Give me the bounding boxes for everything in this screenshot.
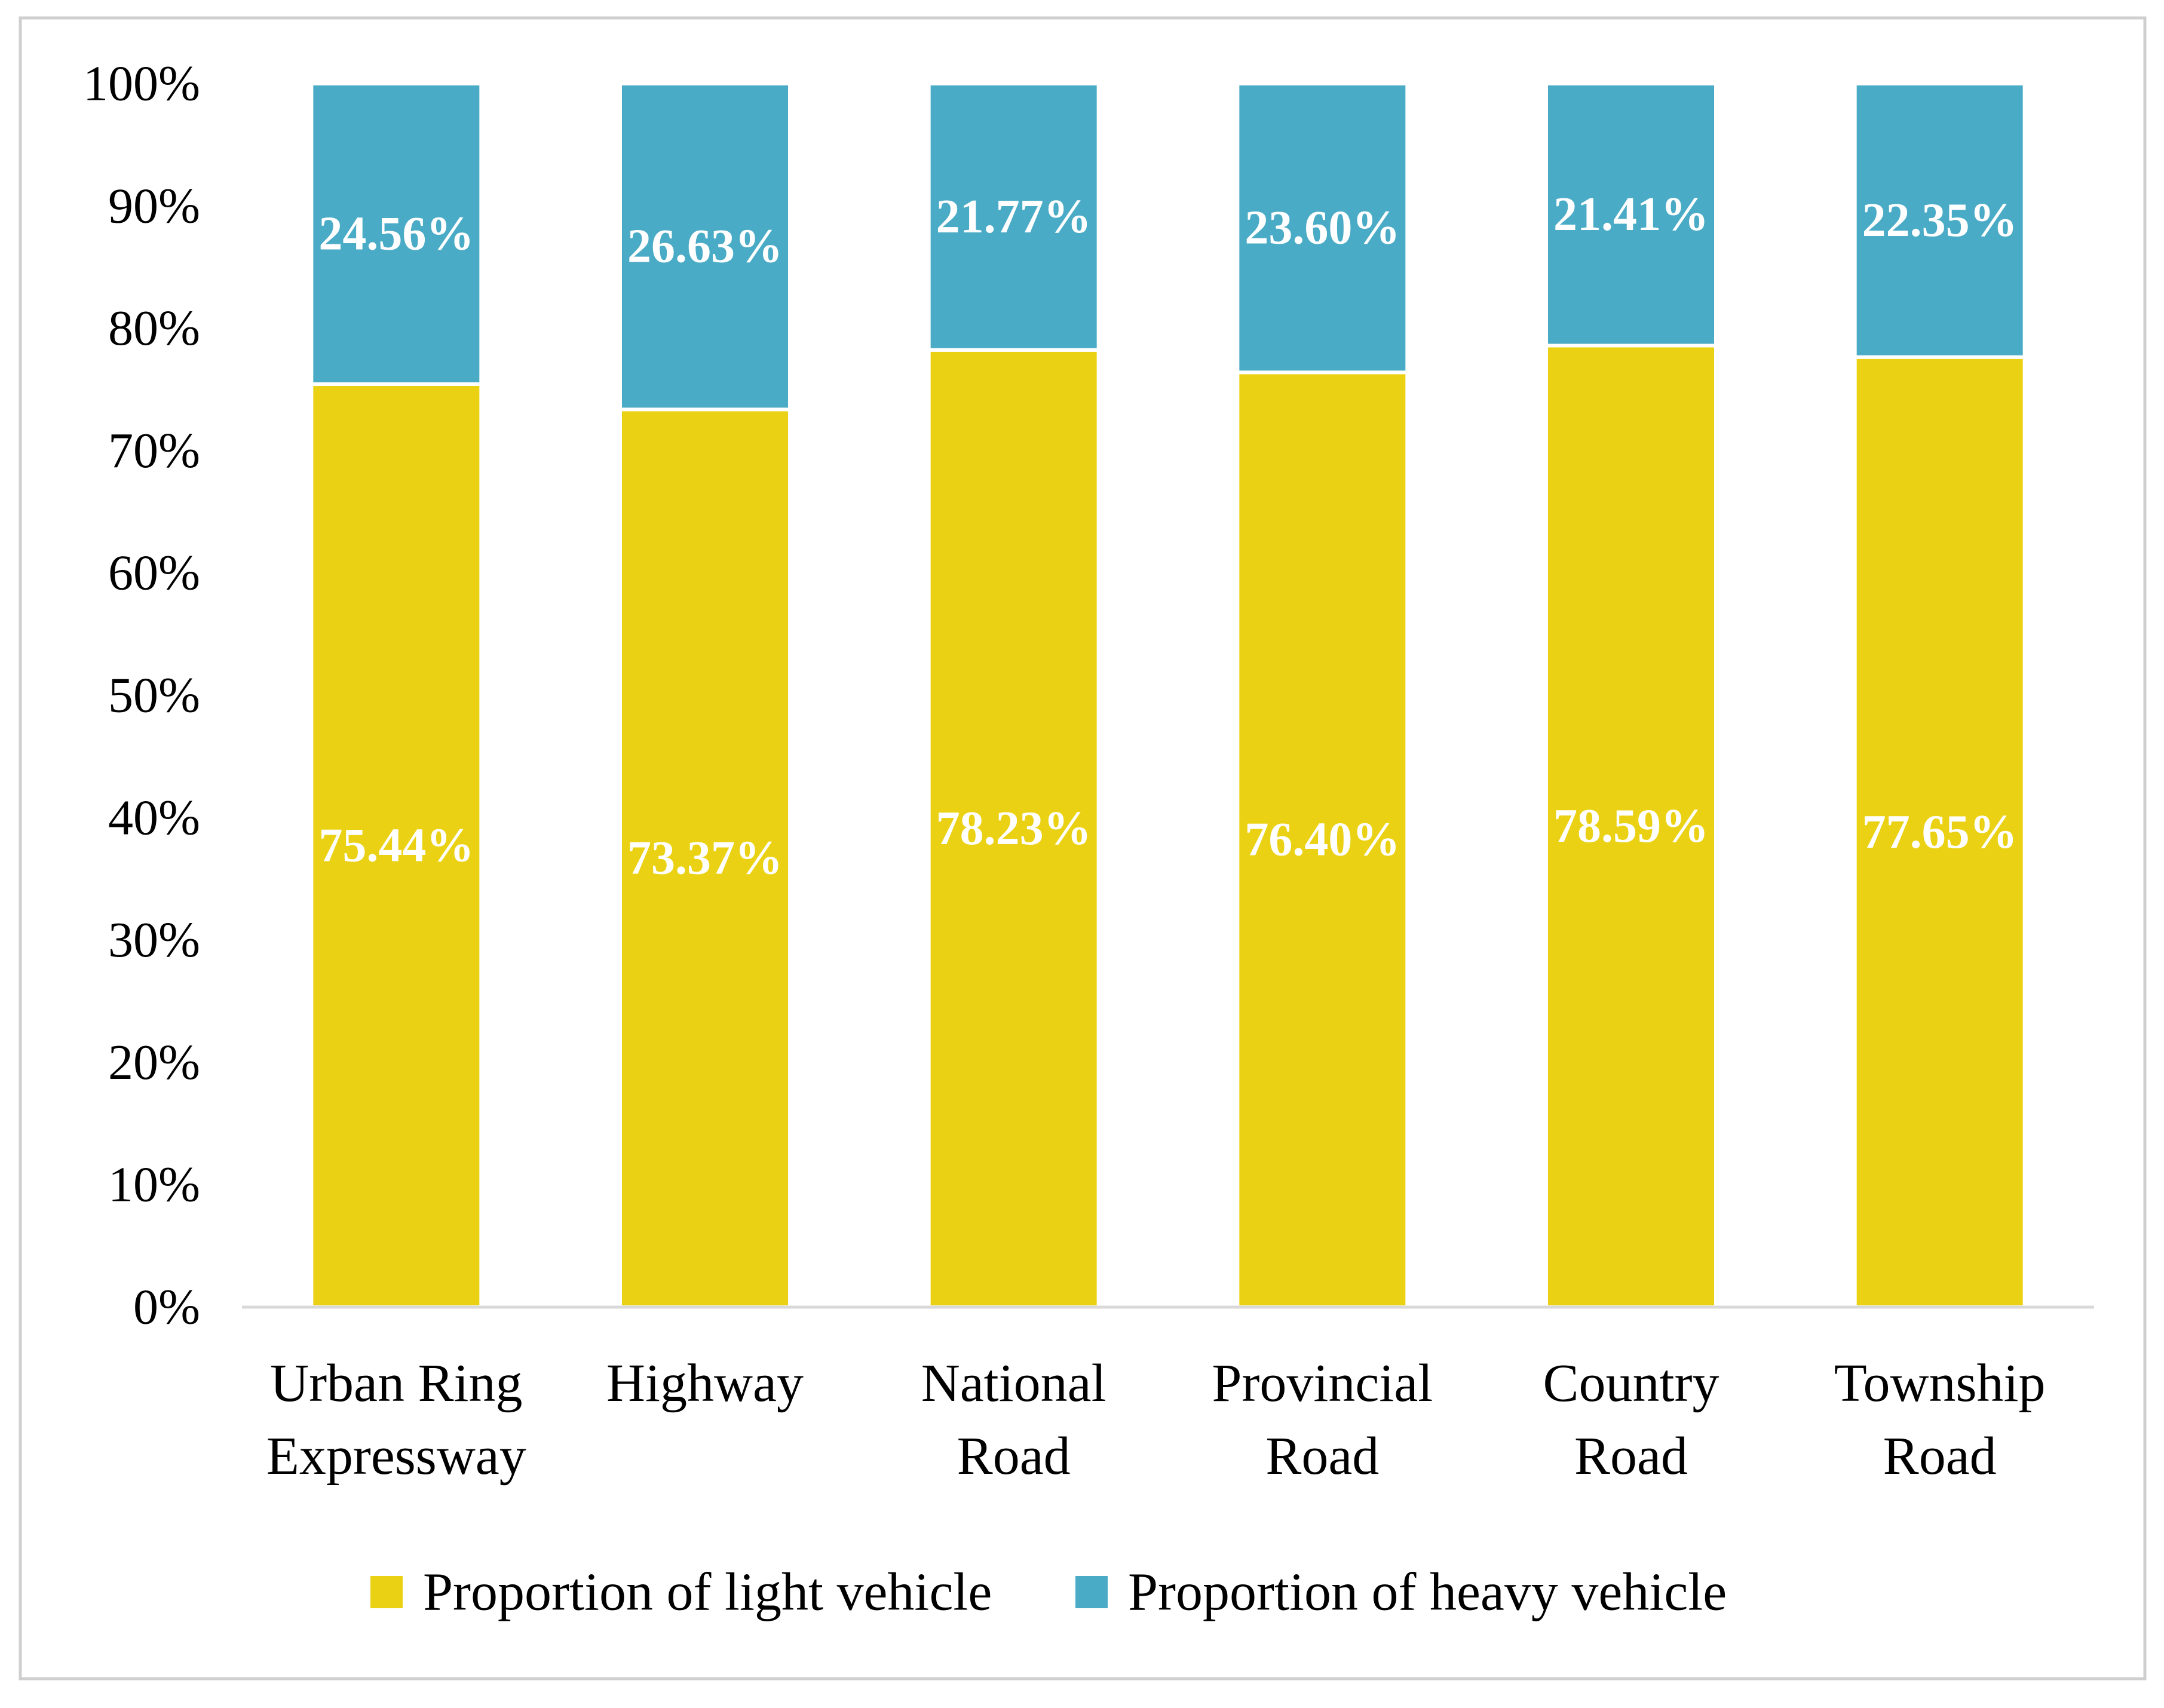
bar-light-vehicle: [1853, 355, 2027, 1309]
data-label: 78.23%: [936, 802, 1092, 855]
legend-swatch: [1075, 1576, 1108, 1608]
y-tick-label: 50%: [108, 668, 200, 723]
y-tick-label: 40%: [108, 790, 200, 845]
legend-label: Proportion of heavy vehicle: [1128, 1563, 1727, 1622]
bar-heavy-vehicle: [618, 82, 792, 412]
data-label: 76.40%: [1245, 814, 1400, 866]
data-label: 75.44%: [318, 819, 474, 872]
category-label: Urban Ring Expressway: [266, 1354, 526, 1486]
y-tick-label: 70%: [108, 423, 200, 479]
data-label: 22.35%: [1862, 194, 2018, 247]
category-label-line: Expressway: [266, 1427, 526, 1486]
bar-heavy-vehicle: [1853, 82, 2027, 359]
y-tick-label: 20%: [108, 1035, 200, 1090]
category-label: Country Road: [1543, 1354, 1719, 1486]
y-tick-label: 60%: [108, 545, 200, 601]
category-label-line: Road: [957, 1427, 1071, 1486]
data-label: 78.59%: [1553, 800, 1709, 853]
legend: Proportion of light vehicle Proportion of…: [370, 1563, 1727, 1622]
data-label: 21.41%: [1553, 188, 1709, 241]
bar-light-vehicle: [309, 382, 483, 1309]
legend-swatch: [370, 1576, 403, 1608]
y-tick-label: 10%: [108, 1157, 200, 1213]
category-label-line: Urban Ring: [270, 1354, 522, 1413]
category-label-line: Road: [1574, 1427, 1688, 1486]
bar-light-vehicle: [1544, 344, 1718, 1309]
data-label: 77.65%: [1862, 806, 2018, 858]
y-tick-label: 100%: [83, 56, 200, 112]
category-label: Township Road: [1834, 1354, 2046, 1486]
data-label: 73.37%: [627, 832, 783, 885]
bars-group: 75.44% 24.56% 73.37% 26.63% 78.23% 21.77% 76.4…: [309, 82, 2027, 1309]
category-label-line: Township: [1834, 1354, 2046, 1413]
data-label: 26.63%: [627, 220, 783, 273]
bar-heavy-vehicle: [1544, 82, 1718, 348]
category-label: Highway: [606, 1354, 804, 1413]
legend-label: Proportion of light vehicle: [423, 1563, 992, 1622]
data-label: 23.60%: [1245, 202, 1400, 254]
y-axis: 0% 10% 20% 30% 40% 50% 60% 70% 80% 90% 100%: [83, 56, 200, 1335]
bar-light-vehicle: [1236, 370, 1409, 1309]
category-label-line: Highway: [606, 1354, 804, 1413]
bar-heavy-vehicle: [927, 82, 1101, 352]
y-tick-label: 80%: [108, 300, 200, 356]
y-tick-label: 90%: [108, 178, 200, 234]
bar-heavy-vehicle: [1236, 82, 1409, 375]
category-label: Provincial Road: [1212, 1354, 1433, 1486]
category-label: National Road: [921, 1354, 1106, 1486]
y-tick-label: 30%: [108, 912, 200, 968]
category-label-line: Provincial: [1212, 1354, 1433, 1413]
data-label: 24.56%: [318, 207, 474, 260]
category-label-line: National: [921, 1354, 1106, 1413]
data-label: 21.77%: [936, 191, 1092, 243]
category-label-line: Country: [1543, 1354, 1719, 1413]
bar-heavy-vehicle: [309, 82, 483, 386]
category-label-line: Road: [1883, 1427, 1997, 1486]
bar-light-vehicle: [927, 348, 1101, 1309]
y-tick-label: 0%: [133, 1280, 200, 1335]
category-label-line: Road: [1265, 1427, 1379, 1486]
bar-light-vehicle: [618, 407, 792, 1309]
